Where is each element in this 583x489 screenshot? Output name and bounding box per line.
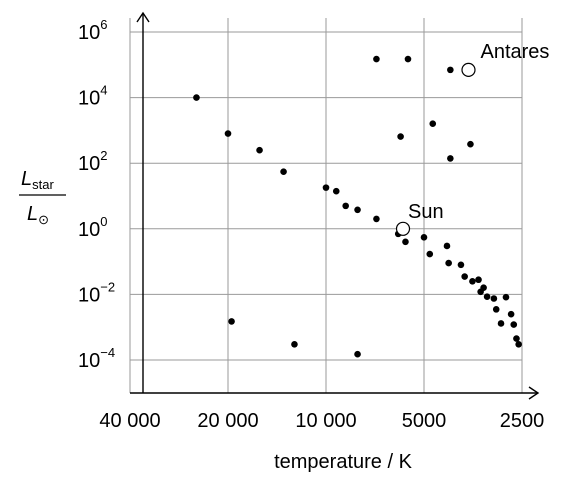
star-point xyxy=(467,140,474,148)
x-axis-label: temperature / K xyxy=(274,451,413,473)
star-point xyxy=(322,184,330,191)
star-point xyxy=(507,310,515,318)
labeled-point-label: Sun xyxy=(408,201,444,223)
y-label-numerator: L xyxy=(21,168,32,190)
x-tick-label: 10 000 xyxy=(295,410,356,432)
star-point xyxy=(445,259,452,267)
star-point xyxy=(447,155,454,162)
x-tick-label: 20 000 xyxy=(197,410,258,432)
y-label-denominator-sub: ⊙ xyxy=(38,212,49,227)
y-tick-label: 100 xyxy=(78,214,107,241)
star-point xyxy=(447,66,454,74)
labeled-point-label: Antares xyxy=(480,41,549,63)
star-point xyxy=(291,341,298,348)
star-point xyxy=(404,55,412,63)
star-point xyxy=(443,242,451,250)
labeled-point-marker xyxy=(395,221,411,236)
y-tick-label: 102 xyxy=(78,148,107,175)
x-tick-label: 40 000 xyxy=(99,410,160,432)
star-point xyxy=(402,238,409,246)
svg-text:Lstar: Lstar xyxy=(21,168,54,192)
labeled-point-marker xyxy=(461,62,476,77)
data-points xyxy=(193,55,522,358)
x-tick-label: 2500 xyxy=(500,410,545,432)
y-tick-label: 106 xyxy=(78,17,107,44)
star-point xyxy=(426,250,434,258)
y-tick-label: 10−2 xyxy=(78,279,115,306)
star-point xyxy=(457,261,465,269)
star-point xyxy=(515,341,522,348)
star-point xyxy=(332,187,340,195)
star-point xyxy=(480,284,487,292)
y-label-denominator: L xyxy=(27,203,38,225)
star-point xyxy=(475,276,482,284)
star-point xyxy=(420,234,428,241)
star-point xyxy=(469,278,476,285)
y-tick-label: 10−4 xyxy=(78,345,115,372)
star-point xyxy=(256,146,263,154)
y-axis-arrow xyxy=(136,11,150,23)
star-point xyxy=(373,215,380,223)
svg-text:L⊙: L⊙ xyxy=(27,203,49,227)
star-point xyxy=(397,133,404,140)
labeled-points: Antares Sun xyxy=(395,41,549,236)
star-point xyxy=(228,318,235,325)
star-point xyxy=(483,293,491,301)
x-axis-arrow xyxy=(528,386,540,400)
star-point xyxy=(497,320,505,327)
star-point xyxy=(373,55,380,63)
star-point xyxy=(193,94,200,101)
star-point xyxy=(224,130,232,137)
star-point xyxy=(461,273,468,280)
x-tick-label: 5000 xyxy=(402,410,447,432)
star-point xyxy=(280,168,287,176)
star-point xyxy=(429,120,437,128)
star-point xyxy=(354,350,361,358)
y-tick-label: 104 xyxy=(78,83,107,110)
grid-lines xyxy=(129,18,523,393)
star-point xyxy=(510,321,518,328)
axes xyxy=(130,11,540,400)
star-point xyxy=(513,335,520,342)
star-point xyxy=(354,206,361,214)
star-point xyxy=(342,202,349,210)
y-label-numerator-sub: star xyxy=(32,177,54,192)
y-axis-label: Lstar L⊙ xyxy=(19,168,66,227)
star-point xyxy=(502,293,510,301)
star-point xyxy=(492,306,500,313)
star-point xyxy=(490,295,498,302)
tick-labels: 40 000 20 000 10 000 5000 2500 10−4 10−2 100 102… xyxy=(78,17,544,432)
